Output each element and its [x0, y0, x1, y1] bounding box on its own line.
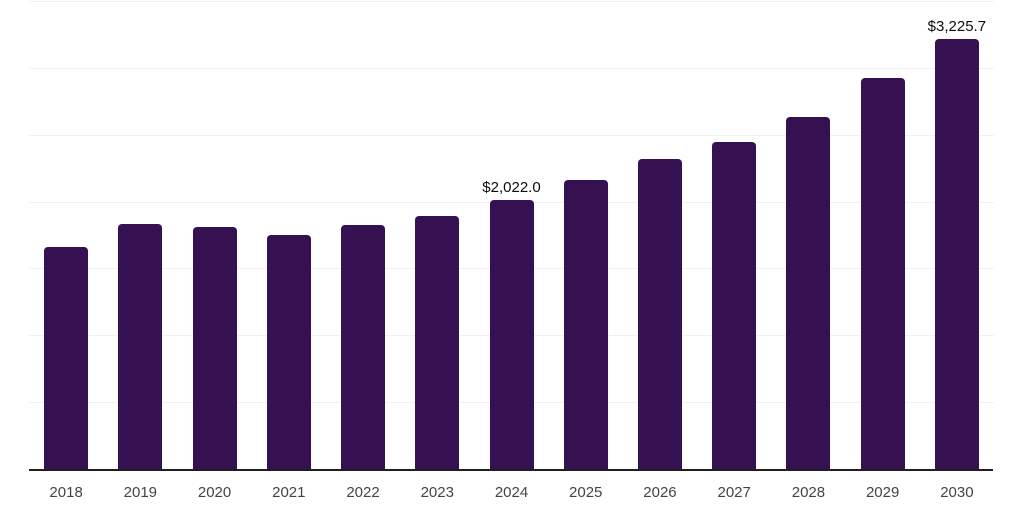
bar-2018	[44, 246, 89, 470]
bar-2027	[712, 142, 757, 470]
x-tick-label-2018: 2018	[49, 484, 83, 501]
x-tick-label-2021: 2021	[272, 484, 306, 501]
x-tick-label-2027: 2027	[717, 484, 751, 501]
bar-2029	[860, 78, 905, 470]
x-axis-line	[29, 469, 993, 471]
x-tick-label-2020: 2020	[197, 484, 232, 501]
x-tick-label-2023: 2023	[420, 484, 454, 501]
bar-2019	[118, 223, 163, 470]
bar-2024	[489, 199, 534, 470]
gridline-3000	[29, 67, 994, 69]
x-tick-label-2019: 2019	[123, 484, 158, 501]
x-tick-label-2028: 2028	[791, 484, 826, 501]
x-tick-label-2029: 2029	[865, 484, 900, 501]
bar-2021	[266, 234, 311, 470]
bar-2030	[934, 38, 979, 470]
bar-value-label-2024: $2,022.0	[482, 178, 541, 196]
x-tick-label-2022: 2022	[346, 484, 380, 501]
bar-2023	[415, 215, 460, 470]
x-tick-label-2025: 2025	[569, 484, 603, 501]
bar-2022	[341, 225, 386, 470]
x-tick-label-2026: 2026	[643, 484, 677, 501]
bar-2026	[637, 158, 682, 470]
bar-2020	[192, 227, 237, 470]
x-tick-label-2030: 2030	[940, 484, 974, 501]
bar-value-label-2030: $3,225.7	[927, 17, 987, 35]
bar-2028	[786, 117, 831, 470]
gridline-2500	[29, 134, 994, 136]
bar-2025	[563, 179, 608, 470]
gridline-3500	[29, 1, 994, 2]
x-tick-label-2024: 2024	[494, 484, 529, 501]
